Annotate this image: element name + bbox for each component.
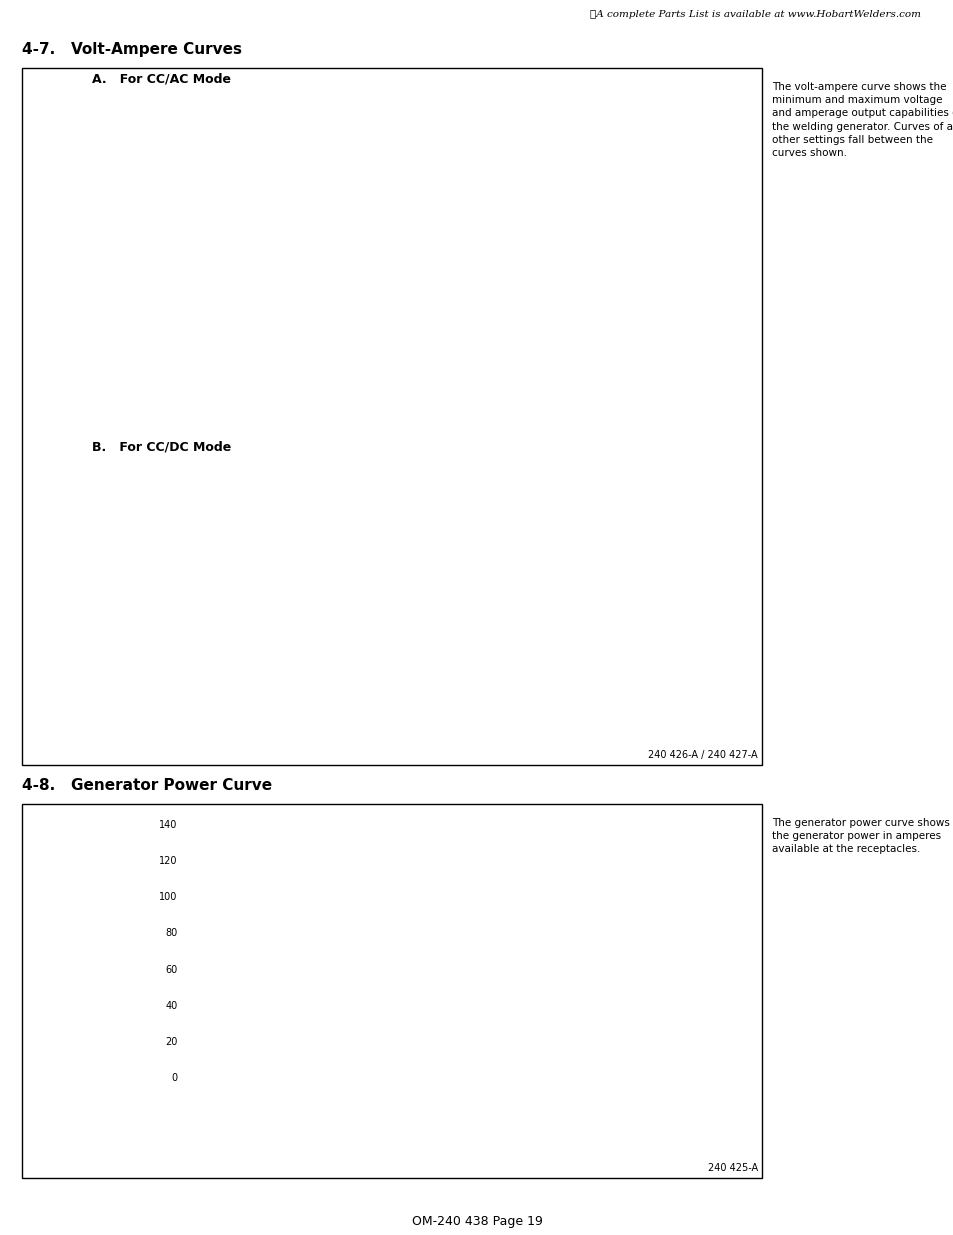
Text: A.   For CC/AC Mode: A. For CC/AC Mode [91,72,231,85]
X-axis label: AC POWER AMPERES AT 120V: AC POWER AMPERES AT 120V [381,1103,566,1113]
Text: C = 50–100: C = 50–100 [494,228,558,240]
Text: 60: 60 [165,965,177,974]
Text: B = 70–150: B = 70–150 [494,558,558,568]
Text: A: A [339,566,349,579]
Text: ☟A complete Parts List is available at www.HobartWelders.com: ☟A complete Parts List is available at w… [589,10,920,19]
X-axis label: AC AMPERES: AC AMPERES [385,399,475,411]
Text: 240 426-A / 240 427-A: 240 426-A / 240 427-A [648,750,758,760]
Text: 120: 120 [159,856,177,866]
Text: B: B [308,595,317,608]
Text: 20: 20 [165,1037,177,1047]
Text: C: C [199,277,209,289]
Y-axis label: AC POWER  VOLTS: AC POWER VOLTS [189,895,199,1008]
Text: 80: 80 [165,929,177,939]
Text: The volt-ampere curve shows the
minimum and maximum voltage
and amperage output : The volt-ampere curve shows the minimum … [771,82,953,158]
Y-axis label: DC VOLTS: DC VOLTS [104,555,117,621]
Text: The generator power curve shows
the generator power in amperes
available at the : The generator power curve shows the gene… [771,818,949,855]
Text: A = 85–225: A = 85–225 [494,182,558,193]
X-axis label: AC POWER AMPERES AT 240V: AC POWER AMPERES AT 240V [381,1140,566,1150]
Text: B.   For CC/DC Mode: B. For CC/DC Mode [91,440,231,453]
X-axis label: DC AMPERES: DC AMPERES [384,731,475,743]
Text: 4-8.   Generator Power Curve: 4-8. Generator Power Curve [22,778,272,793]
Text: 140: 140 [159,820,177,830]
Text: 4-7.   Volt-Ampere Curves: 4-7. Volt-Ampere Curves [22,42,242,57]
Text: 0: 0 [172,1073,177,1083]
Y-axis label: AC VOLTS: AC VOLTS [104,206,117,273]
Text: B = 70–150: B = 70–150 [494,205,558,216]
Text: A = 85–225: A = 85–225 [494,537,558,547]
Text: RANGES: RANGES [494,162,545,172]
Text: C: C [193,629,201,641]
Text: OM-240 438 Page 19: OM-240 438 Page 19 [411,1215,542,1228]
Text: B: B [322,230,332,242]
Text: A: A [382,199,392,212]
Text: 40: 40 [165,1000,177,1010]
Text: C = 50–100: C = 50–100 [494,579,558,589]
Text: RANGES: RANGES [494,520,545,530]
Text: 100: 100 [159,892,177,903]
Text: 240 425-A: 240 425-A [707,1163,758,1173]
